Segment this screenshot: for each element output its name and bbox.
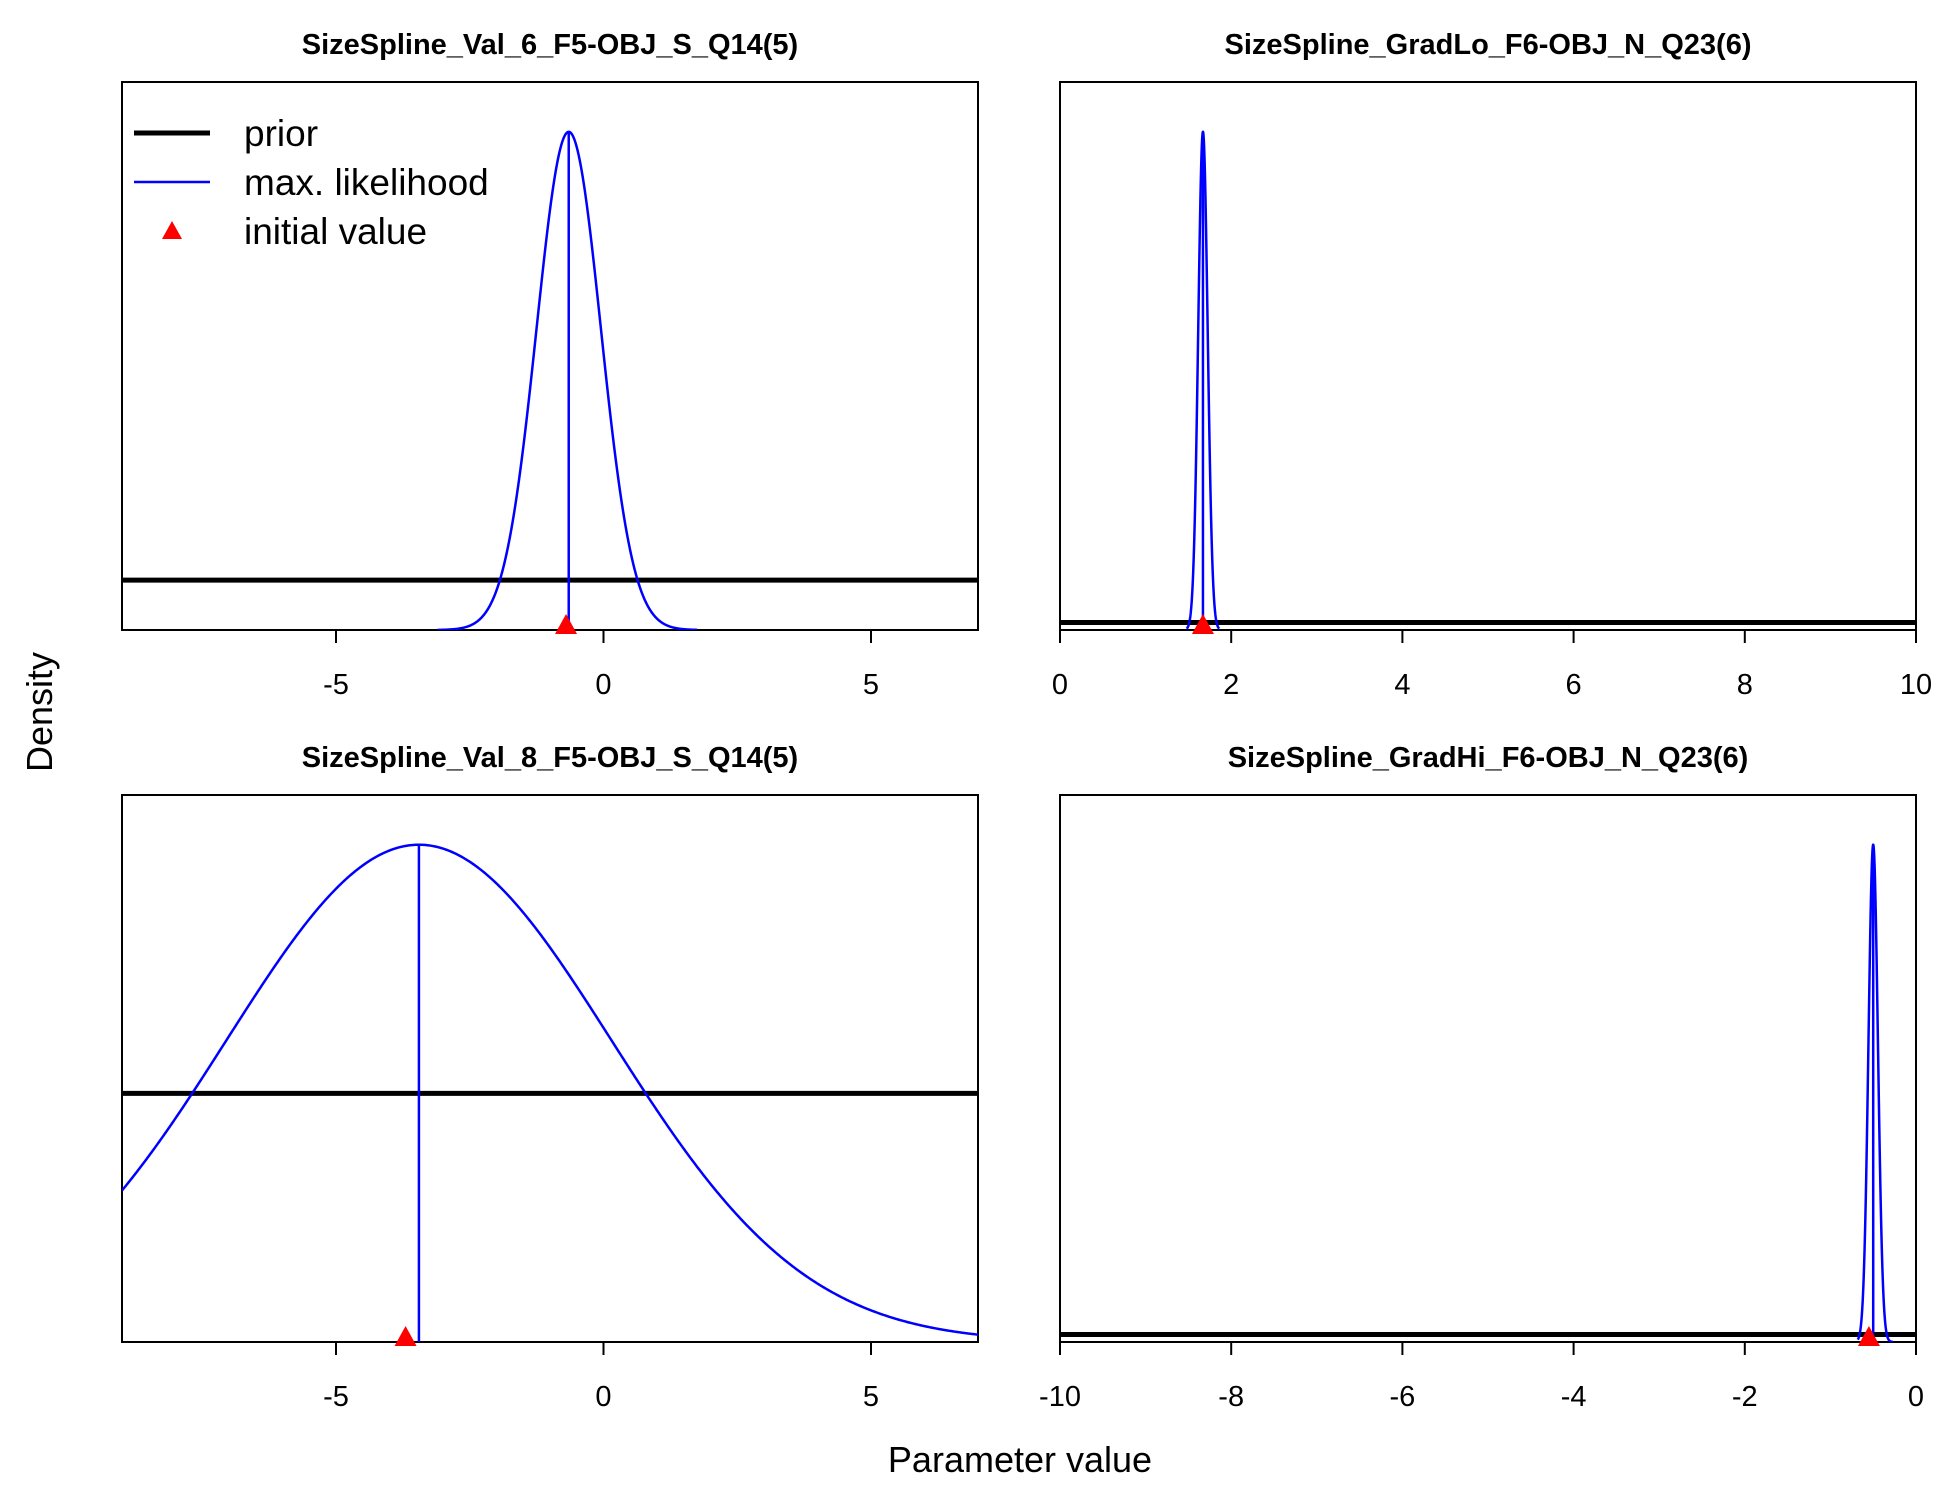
initial-value-marker — [394, 1326, 417, 1346]
plot-frame — [1059, 81, 1917, 631]
legend-item: max. likelihood — [134, 162, 489, 203]
legend: prior max. likelihood initial value — [134, 113, 489, 252]
x-tick-label: 5 — [863, 669, 879, 701]
x-tick-label: -5 — [323, 669, 349, 701]
initial-value-marker — [1191, 614, 1214, 634]
plot-area — [1060, 843, 1916, 1342]
panel-3: SizeSpline_Val_8_F5-OBJ_S_Q14(5) -5 0 5 — [121, 742, 979, 1413]
x-tick-label: 2 — [1223, 669, 1239, 701]
panel-1: SizeSpline_Val_6_F5-OBJ_S_Q14(5) -5 0 5 — [121, 29, 979, 701]
legend-item: initial value — [162, 211, 427, 252]
x-tick-label: -4 — [1561, 1381, 1587, 1413]
x-tick-label: -10 — [1039, 1381, 1081, 1413]
max-likelihood-curve — [1856, 843, 1894, 1342]
x-tick-label: 8 — [1737, 669, 1753, 701]
panel-title: SizeSpline_GradLo_F6-OBJ_N_Q23(6) — [1225, 29, 1752, 61]
y-axis-label: Density — [19, 652, 60, 772]
legend-label: initial value — [244, 211, 427, 252]
plot-frame — [121, 794, 979, 1343]
plot-frame — [1059, 794, 1917, 1343]
x-tick-label: -5 — [323, 1381, 349, 1413]
max-likelihood-curve — [122, 843, 978, 1336]
x-tick-label: 4 — [1394, 669, 1410, 701]
x-tick-label: 6 — [1566, 669, 1582, 701]
plot-area — [1060, 130, 1916, 630]
x-tick-label: -6 — [1390, 1381, 1416, 1413]
plot-area — [122, 130, 978, 630]
panel-title: SizeSpline_GradHi_F6-OBJ_N_Q23(6) — [1228, 742, 1749, 774]
initial-value-marker — [555, 614, 578, 634]
x-tick-label: 0 — [595, 669, 611, 701]
legend-item: prior — [134, 113, 318, 154]
max-likelihood-curve — [437, 130, 698, 630]
panel-4: SizeSpline_GradHi_F6-OBJ_N_Q23(6) -10 -8 -6… — [1039, 742, 1924, 1413]
plot-area — [122, 843, 978, 1342]
legend-initial-swatch — [162, 221, 182, 239]
x-tick-label: 0 — [595, 1381, 611, 1413]
x-tick-label: -8 — [1218, 1381, 1244, 1413]
x-tick-label: 10 — [1900, 669, 1932, 701]
x-tick-label: -2 — [1732, 1381, 1758, 1413]
panel-title: SizeSpline_Val_6_F5-OBJ_S_Q14(5) — [302, 29, 798, 61]
panel-title: SizeSpline_Val_8_F5-OBJ_S_Q14(5) — [302, 742, 798, 774]
legend-label: prior — [244, 113, 318, 154]
x-tick-label: 0 — [1908, 1381, 1924, 1413]
x-axis-label: Parameter value — [888, 1439, 1152, 1480]
x-tick-label: 5 — [863, 1381, 879, 1413]
panel-2: SizeSpline_GradLo_F6-OBJ_N_Q23(6) 0 2 4 6 8 10 — [1052, 29, 1932, 701]
legend-label: max. likelihood — [244, 162, 489, 203]
initial-value-marker — [1857, 1326, 1880, 1346]
x-tick-label: 0 — [1052, 669, 1068, 701]
